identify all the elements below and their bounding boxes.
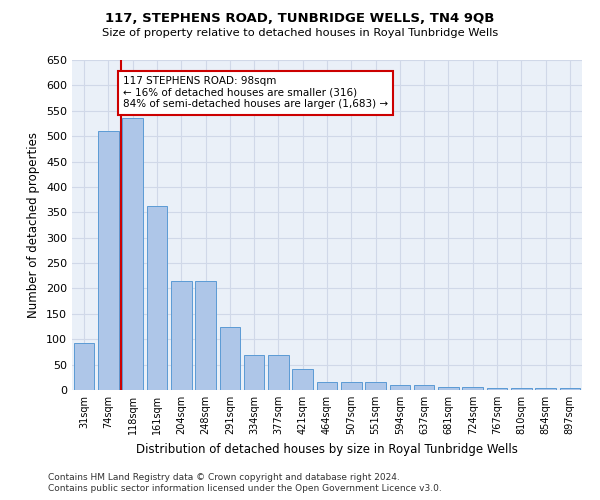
Bar — [438, 388, 459, 390]
Bar — [511, 388, 532, 390]
Text: 117, STEPHENS ROAD, TUNBRIDGE WELLS, TN4 9QB: 117, STEPHENS ROAD, TUNBRIDGE WELLS, TN4… — [106, 12, 494, 26]
Bar — [341, 382, 362, 390]
Bar — [220, 326, 240, 390]
Y-axis label: Number of detached properties: Number of detached properties — [28, 132, 40, 318]
Text: Size of property relative to detached houses in Royal Tunbridge Wells: Size of property relative to detached ho… — [102, 28, 498, 38]
Bar — [414, 385, 434, 390]
Bar — [146, 206, 167, 390]
Bar — [560, 388, 580, 390]
Bar — [389, 385, 410, 390]
X-axis label: Distribution of detached houses by size in Royal Tunbridge Wells: Distribution of detached houses by size … — [136, 442, 518, 456]
Bar — [292, 368, 313, 390]
Bar — [171, 281, 191, 390]
Bar — [195, 281, 216, 390]
Bar — [74, 343, 94, 390]
Bar — [535, 388, 556, 390]
Bar — [463, 388, 483, 390]
Bar — [365, 382, 386, 390]
Text: Contains HM Land Registry data © Crown copyright and database right 2024.: Contains HM Land Registry data © Crown c… — [48, 472, 400, 482]
Bar — [98, 131, 119, 390]
Text: 117 STEPHENS ROAD: 98sqm
← 16% of detached houses are smaller (316)
84% of semi-: 117 STEPHENS ROAD: 98sqm ← 16% of detach… — [123, 76, 388, 110]
Bar — [487, 388, 508, 390]
Bar — [122, 118, 143, 390]
Text: Contains public sector information licensed under the Open Government Licence v3: Contains public sector information licen… — [48, 484, 442, 493]
Bar — [244, 356, 265, 390]
Bar — [268, 356, 289, 390]
Bar — [317, 382, 337, 390]
